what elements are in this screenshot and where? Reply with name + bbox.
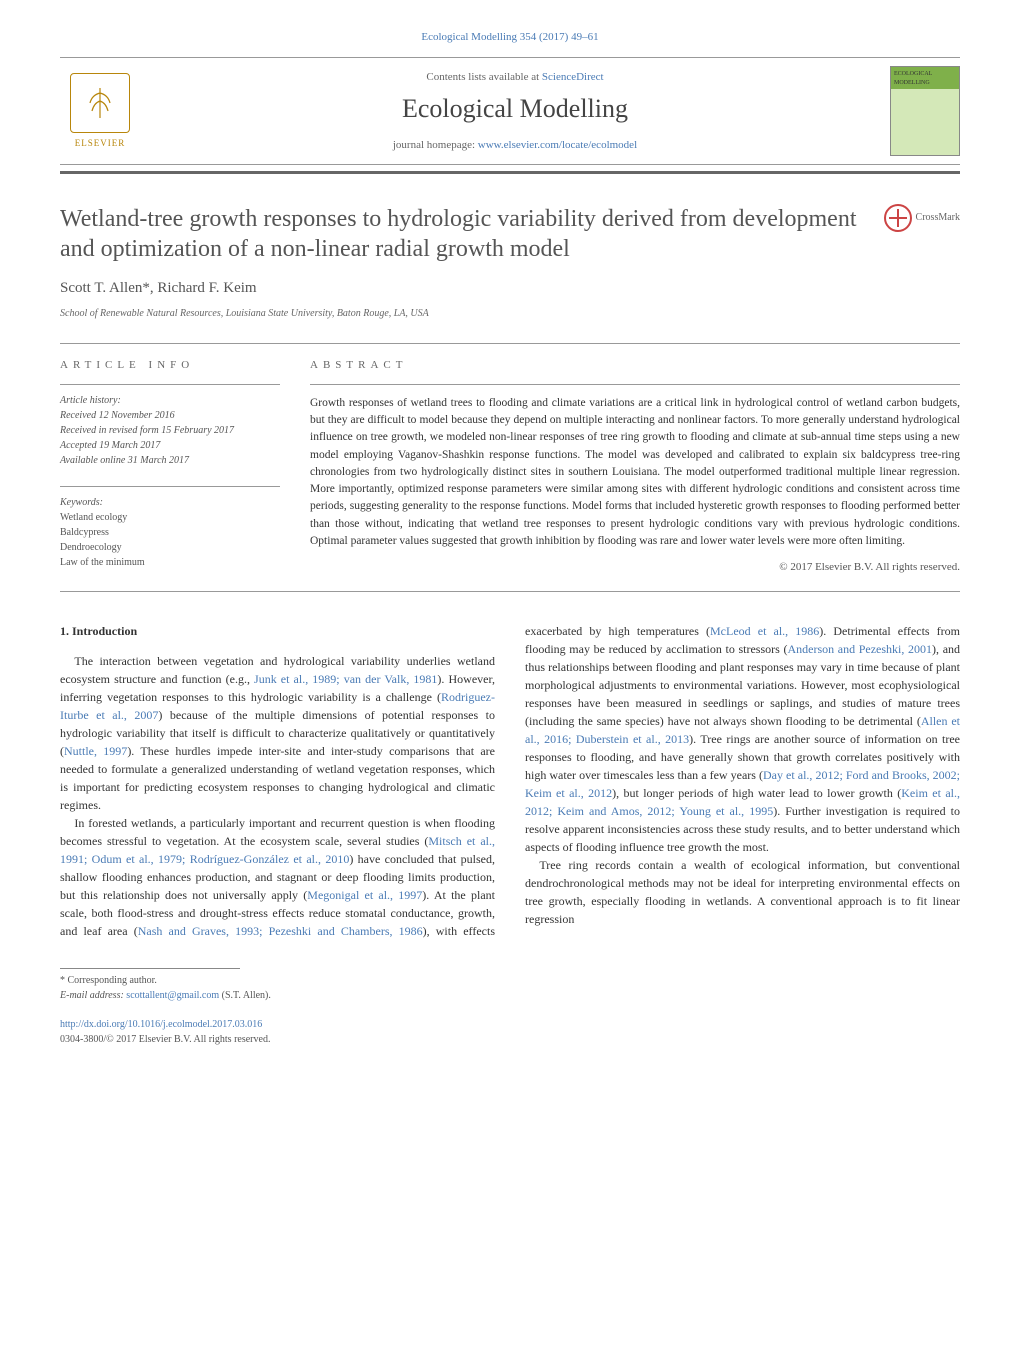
contents-label: Contents lists available at bbox=[426, 71, 541, 83]
crossmark-label: CrossMark bbox=[916, 211, 960, 225]
email-label: E-mail address: bbox=[60, 990, 126, 1001]
cover-text: ECOLOGICAL MODELLING bbox=[894, 71, 932, 85]
crossmark-badge[interactable]: CrossMark bbox=[884, 204, 960, 232]
homepage-label: journal homepage: bbox=[393, 139, 478, 151]
keyword-item: Dendroecology bbox=[60, 540, 280, 555]
homepage-line: journal homepage: www.elsevier.com/locat… bbox=[160, 138, 870, 153]
keywords-rule bbox=[60, 486, 280, 487]
keyword-item: Baldcypress bbox=[60, 525, 280, 540]
journal-center-block: Contents lists available at ScienceDirec… bbox=[140, 70, 890, 153]
sciencedirect-link[interactable]: ScienceDirect bbox=[542, 71, 604, 83]
keyword-item: Law of the minimum bbox=[60, 555, 280, 570]
abstract-column: ABSTRACT Growth responses of wetland tre… bbox=[310, 344, 960, 575]
keywords-label: Keywords: bbox=[60, 495, 280, 510]
history-received: Received 12 November 2016 bbox=[60, 408, 280, 423]
journal-header-bar: ELSEVIER Contents lists available at Sci… bbox=[60, 57, 960, 165]
body-paragraph: The interaction between vegetation and h… bbox=[60, 652, 495, 814]
citation-link[interactable]: Anderson and Pezeshki, 2001 bbox=[787, 642, 932, 656]
article-info-label: ARTICLE INFO bbox=[60, 358, 280, 373]
contents-available-line: Contents lists available at ScienceDirec… bbox=[160, 70, 870, 85]
corresponding-author: * Corresponding author. bbox=[60, 973, 960, 988]
citation-link[interactable]: Nash and Graves, 1993; Pezeshki and Cham… bbox=[138, 924, 423, 938]
abstract-copyright: © 2017 Elsevier B.V. All rights reserved… bbox=[310, 560, 960, 575]
email-line: E-mail address: scottallent@gmail.com (S… bbox=[60, 988, 960, 1003]
abstract-label: ABSTRACT bbox=[310, 358, 960, 373]
body-paragraph: Tree ring records contain a wealth of ec… bbox=[525, 856, 960, 928]
header-rule bbox=[60, 171, 960, 174]
elsevier-tree-icon bbox=[70, 73, 130, 133]
doi-link[interactable]: http://dx.doi.org/10.1016/j.ecolmodel.20… bbox=[60, 1019, 262, 1030]
authors: Scott T. Allen*, Richard F. Keim bbox=[60, 278, 960, 299]
body-text-run: ), but longer periods of high water lead… bbox=[612, 786, 901, 800]
footer-block: * Corresponding author. E-mail address: … bbox=[60, 968, 960, 1047]
crossmark-icon bbox=[884, 204, 912, 232]
article-title: Wetland-tree growth responses to hydrolo… bbox=[60, 204, 884, 264]
history-label: Article history: bbox=[60, 393, 280, 408]
abstract-end-rule bbox=[60, 591, 960, 592]
citation-link[interactable]: McLeod et al., 1986 bbox=[710, 624, 819, 638]
journal-title: Ecological Modelling bbox=[160, 91, 870, 127]
body-text: 1. Introduction The interaction between … bbox=[60, 622, 960, 940]
email-link[interactable]: scottallent@gmail.com bbox=[126, 990, 219, 1001]
elsevier-label: ELSEVIER bbox=[75, 137, 126, 150]
history-revised: Received in revised form 15 February 201… bbox=[60, 423, 280, 438]
journal-reference: Ecological Modelling 354 (2017) 49–61 bbox=[60, 30, 960, 45]
citation-link[interactable]: Junk et al., 1989; van der Valk, 1981 bbox=[254, 672, 437, 686]
abstract-text: Growth responses of wetland trees to flo… bbox=[310, 395, 960, 550]
citation-link[interactable]: Nuttle, 1997 bbox=[64, 744, 127, 758]
email-suffix: (S.T. Allen). bbox=[219, 990, 271, 1001]
history-online: Available online 31 March 2017 bbox=[60, 453, 280, 468]
issn-copyright: 0304-3800/© 2017 Elsevier B.V. All right… bbox=[60, 1032, 960, 1047]
homepage-link[interactable]: www.elsevier.com/locate/ecolmodel bbox=[478, 139, 637, 151]
abstract-rule bbox=[310, 384, 960, 385]
keywords-block: Keywords: Wetland ecology Baldcypress De… bbox=[60, 495, 280, 570]
info-rule bbox=[60, 384, 280, 385]
footer-rule bbox=[60, 968, 240, 969]
elsevier-logo: ELSEVIER bbox=[60, 66, 140, 156]
history-accepted: Accepted 19 March 2017 bbox=[60, 438, 280, 453]
affiliation: School of Renewable Natural Resources, L… bbox=[60, 307, 960, 321]
article-history: Article history: Received 12 November 20… bbox=[60, 393, 280, 468]
section-heading-introduction: 1. Introduction bbox=[60, 622, 495, 640]
journal-cover-thumbnail: ECOLOGICAL MODELLING bbox=[890, 66, 960, 156]
article-info-column: ARTICLE INFO Article history: Received 1… bbox=[60, 344, 280, 575]
keyword-item: Wetland ecology bbox=[60, 510, 280, 525]
citation-link[interactable]: Megonigal et al., 1997 bbox=[307, 888, 422, 902]
